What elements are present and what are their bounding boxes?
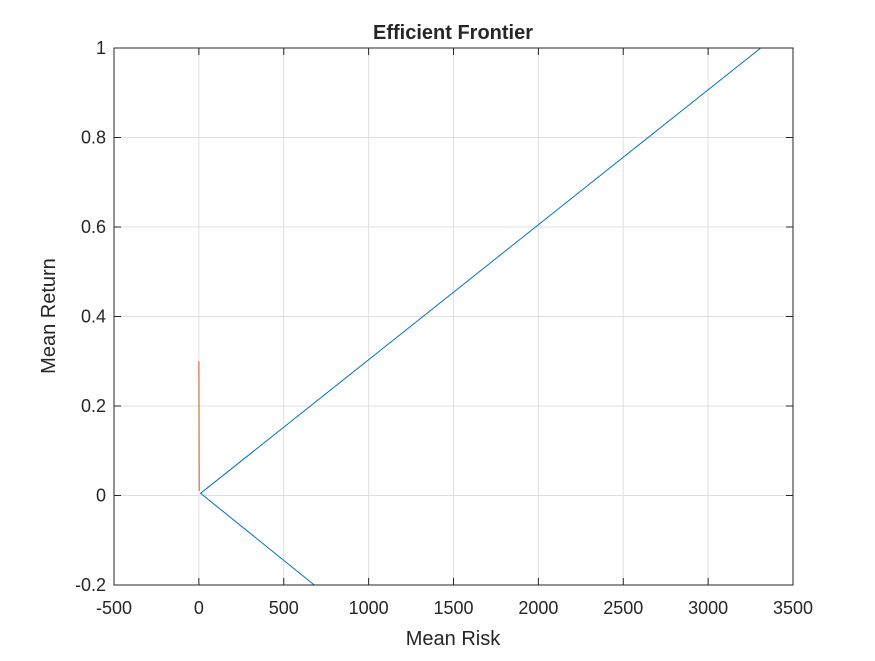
x-axis-label: Mean Risk bbox=[406, 628, 501, 650]
x-tick-label: -500 bbox=[96, 598, 132, 618]
x-tick-label: 2500 bbox=[603, 598, 643, 618]
x-tick-labels: -500 0 500 1000 1500 2000 2500 3000 3500 bbox=[96, 598, 813, 618]
chart-title: Efficient Frontier bbox=[373, 22, 533, 44]
y-tick-label: 1 bbox=[96, 38, 106, 58]
x-tick-label: 2000 bbox=[518, 598, 558, 618]
y-axis-label: Mean Return bbox=[38, 258, 60, 374]
y-tick-label: 0.4 bbox=[81, 307, 106, 327]
x-tick-label: 3500 bbox=[773, 598, 813, 618]
x-tick-label: 1000 bbox=[349, 598, 389, 618]
y-tick-labels: -0.2 0 0.2 0.4 0.6 0.8 1 bbox=[75, 38, 106, 595]
y-tick-label: 0.6 bbox=[81, 217, 106, 237]
x-tick-label: 1500 bbox=[433, 598, 473, 618]
y-tick-label: 0 bbox=[96, 486, 106, 506]
x-tick-label: 0 bbox=[194, 598, 204, 618]
y-tick-label: -0.2 bbox=[75, 575, 106, 595]
y-tick-label: 0.8 bbox=[81, 128, 106, 148]
x-tick-label: 3000 bbox=[688, 598, 728, 618]
x-tick-label: 500 bbox=[269, 598, 299, 618]
y-tick-label: 0.2 bbox=[81, 396, 106, 416]
